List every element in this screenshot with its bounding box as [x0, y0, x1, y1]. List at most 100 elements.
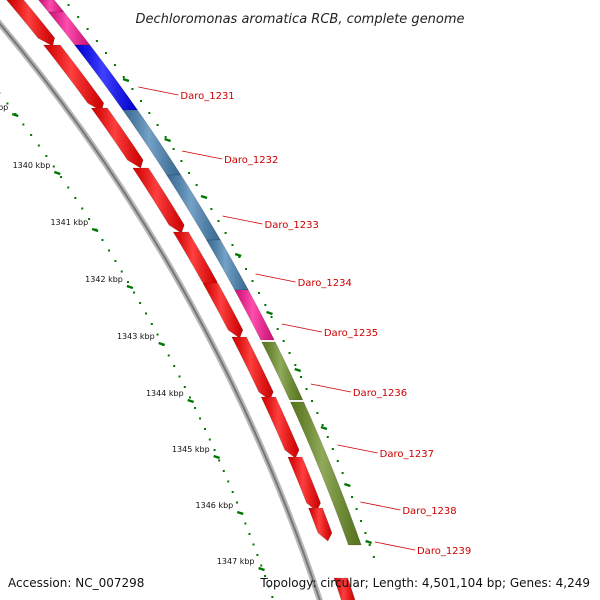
ruler-major-tick	[53, 170, 61, 176]
secondary-feature-shade	[206, 240, 249, 290]
secondary-feature-shade	[261, 342, 303, 400]
ruler-dot	[188, 396, 191, 399]
ruler-label: 1347 kbp	[217, 557, 255, 566]
ruler-label: 1341 kbp	[50, 218, 88, 227]
inner-tick-dot	[251, 280, 254, 282]
gene-leader-line	[222, 215, 263, 225]
ruler-dot	[139, 302, 142, 304]
inner-tick-dot	[372, 556, 375, 558]
inner-tick-dot	[224, 232, 227, 234]
inner-tick-dot	[288, 352, 291, 354]
inner-tick-dot	[282, 340, 285, 342]
ruler-dot	[235, 501, 238, 504]
accession-label: Accession: NC_007298	[8, 576, 145, 590]
cds-arrow-shade	[308, 508, 332, 541]
inner-tick-dot	[195, 184, 198, 186]
ruler-dot	[252, 543, 255, 546]
gene-leader-line	[374, 541, 416, 551]
inner-tick-dot	[164, 136, 167, 138]
inner-tick-dot	[217, 220, 220, 222]
feature-tracks	[6, 0, 362, 600]
inner-tick-dot	[336, 460, 339, 462]
secondary-feature-shade	[166, 175, 221, 240]
ruler-dot	[60, 176, 63, 178]
ruler-dot	[150, 323, 153, 325]
backbone-outer	[0, 19, 323, 600]
inner-tick-dot	[95, 40, 98, 42]
inner-tick-dot	[316, 412, 319, 414]
ruler-dot	[133, 291, 136, 294]
ruler-dot	[267, 585, 270, 588]
ruler-dot	[199, 417, 202, 420]
inner-tick-dot	[321, 424, 324, 426]
ruler-major-tick	[213, 454, 221, 460]
secondary-feature-shade	[48, 12, 90, 45]
ruler-dot	[37, 144, 40, 147]
secondary-feature-shade	[290, 402, 362, 545]
cds-arrow-shade	[202, 283, 243, 338]
ruler-dot	[244, 522, 247, 525]
ruler-label: 1339 kbp	[0, 103, 8, 112]
ruler-dot	[264, 575, 267, 577]
cds-arrow-shade	[132, 168, 185, 233]
gene-leader-line	[138, 86, 179, 96]
inner-tick-dot	[294, 364, 297, 366]
ruler-major-tick	[91, 227, 99, 233]
gene-leader-line	[360, 501, 401, 511]
inner-tick-dot	[244, 268, 247, 270]
inner-tick-dot	[180, 160, 183, 162]
ruler-dot	[256, 554, 259, 556]
ruler-dot	[183, 386, 186, 388]
inner-tick-dot	[231, 244, 234, 246]
inner-tick-dot	[86, 28, 89, 30]
inner-tick-dot	[210, 208, 213, 210]
ruler-dot	[81, 207, 84, 210]
ruler-dot	[231, 491, 234, 493]
gene-label: Daro_1238	[402, 506, 456, 517]
inner-tick-dot	[360, 520, 363, 522]
gene-label: Daro_1233	[265, 220, 319, 231]
ruler-dot	[227, 480, 230, 483]
ruler-major-tick	[187, 398, 195, 404]
ruler-label: 1345 kbp	[172, 445, 210, 454]
ruler-major-tick	[11, 112, 19, 118]
ruler-label: 1343 kbp	[117, 332, 155, 341]
ruler-dot	[101, 239, 104, 241]
gene-label: Daro_1236	[353, 388, 407, 399]
ruler-label: 1342 kbp	[85, 275, 123, 284]
ruler-dot	[203, 428, 206, 430]
ruler-dot	[74, 197, 77, 199]
ruler-dot	[45, 155, 48, 157]
inner-tick-dot	[131, 88, 134, 90]
gene-leader-line	[181, 150, 223, 160]
gene-label: Daro_1239	[417, 546, 471, 557]
cds-arrow-shade	[261, 397, 300, 458]
secondary-feature-shade	[234, 290, 275, 340]
ruler-dot	[52, 165, 55, 168]
ruler-major-tick	[236, 510, 244, 516]
inner-major-tick	[365, 539, 373, 545]
inner-tick-dot	[311, 400, 314, 402]
ruler-major-tick	[126, 284, 134, 290]
ruler-dot	[120, 270, 123, 273]
inner-tick-dot	[341, 472, 344, 474]
inner-tick-dot	[331, 448, 334, 450]
ruler-dot	[88, 218, 91, 220]
gene-leader-line	[337, 444, 378, 454]
inner-tick-dot	[264, 304, 267, 306]
ruler-dot	[156, 333, 159, 336]
ruler-dot	[194, 407, 197, 409]
cds-arrow-shade	[6, 0, 55, 46]
genome-backbone	[0, 19, 323, 600]
secondary-feature-shade	[38, 0, 64, 12]
inner-tick-dot	[77, 16, 80, 18]
inner-tick-dot	[355, 508, 358, 510]
inner-major-tick	[294, 367, 302, 373]
backbone-core	[0, 22, 321, 600]
gene-label: Daro_1232	[224, 155, 278, 166]
inner-tick-dot	[156, 124, 159, 126]
ruler-dot	[208, 438, 211, 441]
cds-arrow-shade	[91, 108, 144, 168]
ruler-major-ticks	[11, 112, 265, 572]
